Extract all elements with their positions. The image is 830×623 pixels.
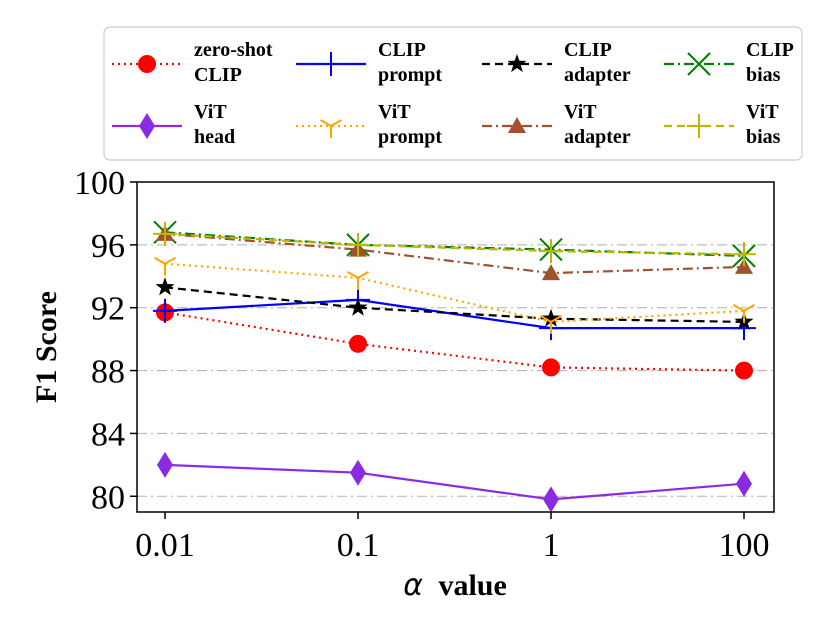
data-point-clip-adapter <box>541 308 561 327</box>
legend-label-vit-head: ViT <box>194 101 227 123</box>
y-tick-label: 84 <box>91 416 125 453</box>
y-tick-label: 100 <box>74 165 125 202</box>
x-tick-label: 1 <box>543 527 560 564</box>
y-tick-label: 92 <box>91 291 125 328</box>
y-axis: 80 84 88 92 96 100 <box>74 165 137 516</box>
legend-item-vit-adapter: ViT adapter <box>482 101 631 148</box>
data-point-vit-prompt <box>154 256 176 276</box>
series-line-vit-head <box>164 463 745 501</box>
series-clip-adapter <box>155 277 754 330</box>
legend-label-vit-bias: ViT <box>746 101 779 123</box>
series-vit-bias <box>153 221 756 267</box>
legend-label-vit-prompt: ViT <box>378 101 411 123</box>
data-point-vit-head <box>350 459 366 486</box>
legend-item-zero-shot-clip: zero-shot CLIP <box>112 39 273 86</box>
legend-box <box>103 26 803 161</box>
series-line-zero-shot-clip <box>164 311 745 372</box>
series-line-vit-adapter <box>164 232 745 275</box>
legend-marker-zero-shot-clip <box>138 55 156 73</box>
series-vit-prompt <box>154 256 755 334</box>
legend-item-vit-head: ViT head <box>112 101 235 148</box>
legend-label-clip-bias: CLIP <box>746 39 794 61</box>
legend-label-clip-adapter: CLIP <box>564 39 612 61</box>
data-point-zero-shot-clip <box>735 361 753 380</box>
data-point-vit-bias <box>539 239 563 264</box>
data-point-vit-head <box>157 451 173 478</box>
series-layer <box>153 220 756 513</box>
grid-lines <box>137 244 774 497</box>
legend-marker-vit-bias <box>687 114 711 138</box>
legend-item-clip-prompt: CLIP prompt <box>296 39 442 86</box>
data-point-vit-bias <box>346 232 370 257</box>
legend-item-vit-prompt: ViT prompt <box>296 101 442 148</box>
legend-label-zero-shot-clip: CLIP <box>194 64 242 86</box>
x-axis-title: α value <box>403 568 507 603</box>
series-zero-shot-clip <box>156 303 753 380</box>
x-axis-title-symbol: α <box>403 568 423 603</box>
data-point-vit-adapter <box>542 264 560 281</box>
data-point-vit-prompt <box>733 303 755 323</box>
series-vit-head <box>157 451 752 513</box>
y-tick-label: 88 <box>91 354 125 391</box>
data-point-vit-bias <box>153 221 177 246</box>
x-axis: 0.01 0.1 1 100 <box>135 512 770 564</box>
y-axis-title: F1 Score <box>30 291 63 403</box>
legend-label-clip-adapter: adapter <box>564 64 631 86</box>
legend-label-vit-adapter: ViT <box>564 101 597 123</box>
legend-marker-clip-adapter <box>507 54 527 73</box>
series-line-clip-bias <box>164 231 745 257</box>
legend-label-vit-bias: bias <box>746 126 781 148</box>
y-tick-label: 96 <box>91 228 125 265</box>
legend-marker-vit-prompt <box>320 119 342 138</box>
legend-item-clip-adapter: CLIP adapter <box>482 39 631 86</box>
legend: zero-shot CLIP CLIP prompt CLIP adapter CLIP bi… <box>103 26 803 161</box>
legend-label-zero-shot-clip: zero-shot <box>194 39 273 61</box>
series-line-clip-adapter <box>164 286 745 323</box>
data-point-zero-shot-clip <box>542 358 560 377</box>
legend-label-vit-head: head <box>194 126 235 148</box>
x-tick-label: 0.01 <box>135 527 195 564</box>
series-line-vit-prompt <box>164 262 745 324</box>
x-tick-label: 0.1 <box>337 527 380 564</box>
plot-frame <box>136 181 775 513</box>
x-tick-label: 100 <box>719 527 770 564</box>
data-point-vit-prompt <box>540 314 562 334</box>
data-point-clip-adapter <box>155 277 175 296</box>
legend-item-vit-bias: ViT bias <box>664 101 781 148</box>
data-point-clip-prompt <box>153 298 177 323</box>
x-axis-title-text: value <box>438 569 506 602</box>
legend-marker-vit-head <box>139 113 155 139</box>
legend-item-clip-bias: CLIP bias <box>664 39 794 86</box>
legend-label-clip-prompt: CLIP <box>378 39 426 61</box>
data-point-vit-head <box>736 470 752 497</box>
data-point-clip-adapter <box>348 297 368 316</box>
y-tick-label: 80 <box>91 479 125 516</box>
legend-marker-clip-bias <box>687 52 711 76</box>
data-point-vit-head <box>543 486 559 513</box>
legend-label-clip-prompt: prompt <box>378 64 442 86</box>
data-point-vit-bias <box>732 242 756 267</box>
data-point-zero-shot-clip <box>349 334 367 353</box>
legend-label-clip-bias: bias <box>746 64 781 86</box>
legend-marker-vit-adapter <box>508 117 526 133</box>
series-clip-bias <box>153 220 756 268</box>
legend-marker-clip-prompt <box>319 52 343 76</box>
legend-label-vit-adapter: adapter <box>564 126 631 148</box>
series-line-vit-bias <box>164 232 745 256</box>
data-point-vit-prompt <box>347 270 369 290</box>
legend-label-vit-prompt: prompt <box>378 126 442 148</box>
